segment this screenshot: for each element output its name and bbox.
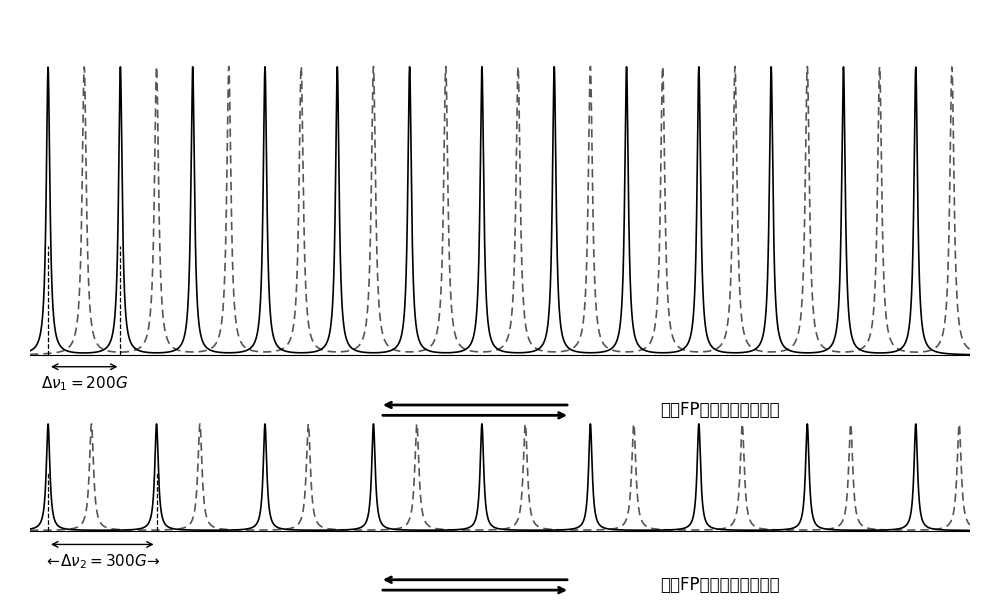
Text: $\Delta\nu_1=200G$: $\Delta\nu_1=200G$ — [41, 374, 128, 393]
Text: $\leftarrow\!\Delta\nu_2=300G\!\rightarrow$: $\leftarrow\!\Delta\nu_2=300G\!\rightarr… — [44, 552, 161, 571]
Text: 第一FP腔标准具透射光谱: 第一FP腔标准具透射光谱 — [660, 401, 780, 420]
Text: 第二FP腔标准具透射光谱: 第二FP腔标准具透射光谱 — [660, 576, 780, 594]
